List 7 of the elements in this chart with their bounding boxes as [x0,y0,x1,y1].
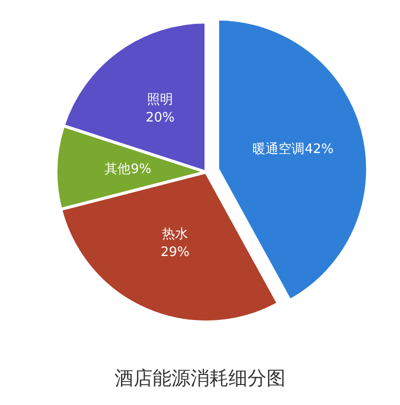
data-label: 29% [160,245,190,260]
slice-label: 暖通空调42% [252,142,334,158]
data-label: 20% [146,110,175,126]
slice-label: 照明 [147,92,174,108]
slice-label: 热水 [162,227,188,242]
text: 酒店能源消耗细分图 [114,368,286,390]
slice-label: 其他9% [104,162,152,178]
